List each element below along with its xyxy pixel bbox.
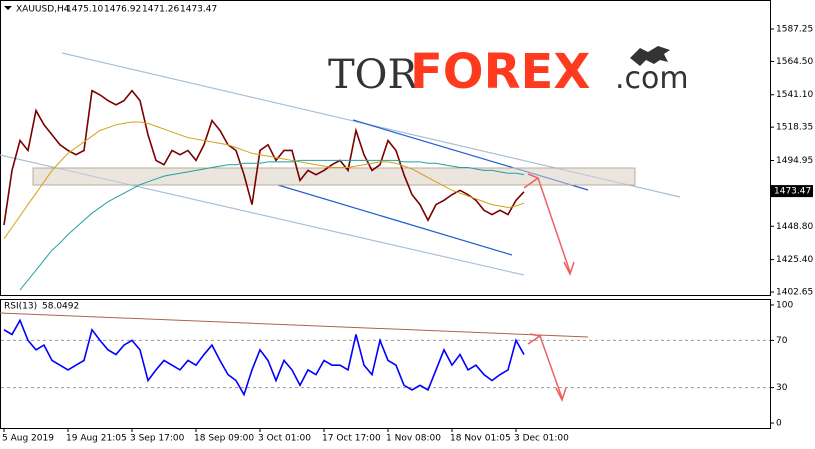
y-tick-label: 1564.50 — [776, 57, 813, 67]
y-tick-label: 100 — [776, 300, 793, 310]
x-tick-label: 17 Oct 17:00 — [322, 434, 381, 444]
rsi-title: RSI(13) — [4, 302, 37, 312]
y-tick-label: 1587.25 — [776, 24, 813, 34]
series-line — [3, 318, 525, 397]
y-tick-label: 0 — [776, 419, 782, 429]
bull-logo — [630, 46, 670, 66]
watermark-com: .com — [615, 61, 689, 96]
series-line — [19, 159, 525, 291]
x-tick-label: 19 Aug 21:05 — [66, 434, 127, 444]
forecast-arrow — [523, 173, 575, 276]
x-tick-label: 3 Oct 01:00 — [258, 434, 311, 444]
series-line — [3, 89, 525, 226]
current-price-label: 1473.47 — [774, 187, 811, 197]
x-tick-label: 3 Dec 01:00 — [514, 434, 569, 444]
symbol: XAUUSD,H4 — [16, 5, 70, 15]
watermark-tor: TOR — [328, 52, 419, 98]
rsi-forecast-arrow — [527, 333, 567, 402]
x-tick-label: 1 Nov 08:00 — [386, 434, 441, 444]
close: 1473.47 — [180, 5, 217, 15]
current-price-box — [771, 185, 813, 198]
header: XAUUSD,H4 1475.10 1476.92 1471.26 1473.4… — [4, 5, 217, 312]
open: 1475.10 — [66, 5, 103, 15]
watermark-forex: FOREX — [410, 44, 590, 100]
y-tick-label: 70 — [776, 336, 788, 346]
main-panel — [0, 0, 771, 296]
x-tick-label: 3 Sep 17:00 — [130, 434, 185, 444]
x-tick-label: 18 Nov 01:05 — [450, 434, 511, 444]
y-tick-label: 1494.95 — [776, 156, 813, 166]
y-tick-label: 1518.35 — [776, 123, 813, 133]
high: 1476.92 — [104, 5, 141, 15]
x-tick-label: 18 Sep 09:00 — [194, 434, 254, 444]
y-tick-label: 1448.80 — [776, 222, 813, 232]
support-zone — [32, 167, 636, 186]
series-line — [3, 121, 525, 240]
x-tick-label: 5 Aug 2019 — [2, 434, 54, 444]
watermark: TOR FOREX .com — [328, 44, 689, 100]
y-tick-label: 1425.40 — [776, 255, 813, 265]
header-icon — [4, 6, 12, 10]
channel-line — [277, 184, 513, 256]
y-tick-label: 1402.65 — [776, 288, 813, 298]
rsi-panel — [0, 299, 771, 429]
y-tick-label: 1541.10 — [776, 90, 813, 100]
rsi-trendline — [0, 312, 589, 338]
y-tick-label: 30 — [776, 383, 788, 393]
rsi-value: 58.0492 — [42, 302, 79, 312]
low: 1471.26 — [142, 5, 179, 15]
